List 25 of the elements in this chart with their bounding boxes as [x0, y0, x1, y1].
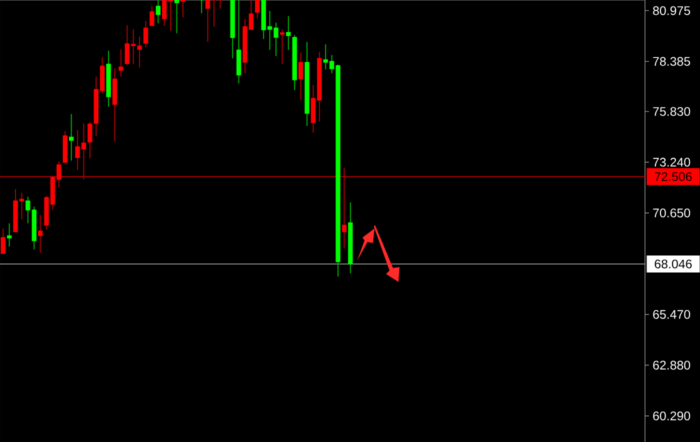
candlestick	[255, 0, 260, 19]
y-tick-label: 80.975	[653, 6, 690, 16]
candlestick	[280, 28, 285, 65]
candlestick	[118, 48, 124, 78]
y-tick-label: 62.880	[653, 360, 690, 370]
y-tick-label: 60.290	[653, 412, 690, 420]
y-tick-label: 70.650	[653, 208, 690, 218]
y-tick-label: 65.470	[653, 310, 690, 319]
candlestick	[174, 0, 180, 34]
ref-line-label: 72.506	[654, 172, 692, 181]
candlestick	[180, 0, 186, 18]
candlestick	[205, 0, 210, 42]
candlestick	[286, 16, 291, 50]
ref-line-label: 68.046	[654, 260, 692, 268]
y-tick-label: 75.830	[653, 107, 690, 116]
y-tick-label: 73.240	[653, 158, 690, 167]
candlestick	[69, 114, 74, 162]
candlestick	[298, 52, 304, 101]
candlestick	[38, 214, 43, 254]
candlestick	[150, 6, 154, 27]
candlestick	[143, 20, 148, 48]
candlestick	[6, 222, 12, 248]
candlestick	[156, 0, 160, 24]
y-tick-label: 78.385	[653, 57, 690, 66]
candlestick	[0, 228, 6, 255]
